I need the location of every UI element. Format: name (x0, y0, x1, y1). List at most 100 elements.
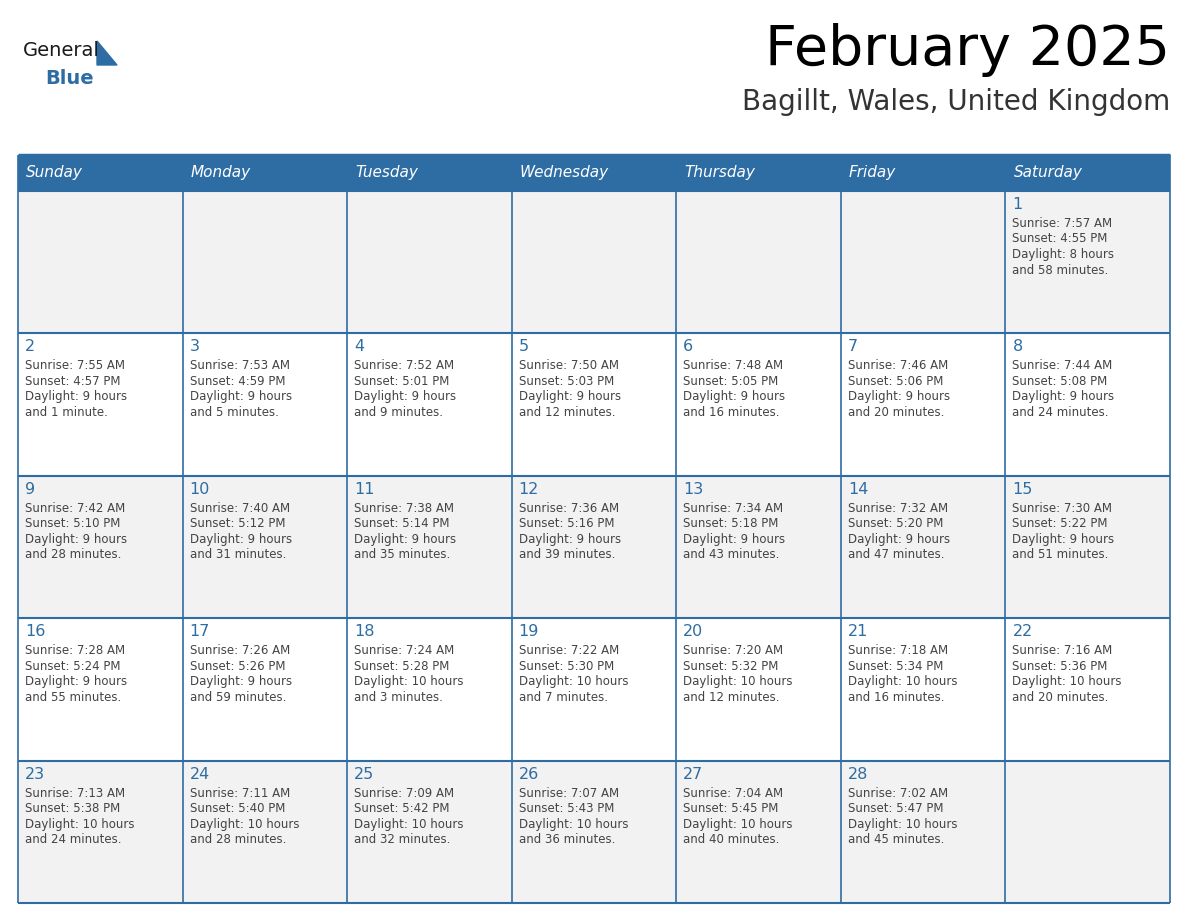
Text: and 9 minutes.: and 9 minutes. (354, 406, 443, 419)
Text: Sunrise: 7:36 AM: Sunrise: 7:36 AM (519, 502, 619, 515)
Text: 5: 5 (519, 340, 529, 354)
Bar (18, 191, 1170, 333)
Text: and 32 minutes.: and 32 minutes. (354, 834, 450, 846)
Text: Sunrise: 7:44 AM: Sunrise: 7:44 AM (1012, 360, 1113, 373)
Bar (18, 155, 1170, 191)
Polygon shape (97, 41, 116, 65)
Text: Saturday: Saturday (1013, 165, 1082, 181)
Text: Sunrise: 7:24 AM: Sunrise: 7:24 AM (354, 644, 454, 657)
Text: 26: 26 (519, 767, 539, 781)
Text: 6: 6 (683, 340, 694, 354)
Text: Sunrise: 7:09 AM: Sunrise: 7:09 AM (354, 787, 454, 800)
Text: and 3 minutes.: and 3 minutes. (354, 690, 443, 704)
Text: 28: 28 (848, 767, 868, 781)
Text: 19: 19 (519, 624, 539, 639)
Text: Sunrise: 7:57 AM: Sunrise: 7:57 AM (1012, 217, 1112, 230)
Text: 18: 18 (354, 624, 374, 639)
Text: Daylight: 9 hours: Daylight: 9 hours (25, 390, 127, 403)
Text: Daylight: 9 hours: Daylight: 9 hours (519, 532, 621, 546)
Text: Sunset: 5:42 PM: Sunset: 5:42 PM (354, 802, 449, 815)
Text: Sunrise: 7:53 AM: Sunrise: 7:53 AM (190, 360, 290, 373)
Text: Sunset: 5:06 PM: Sunset: 5:06 PM (848, 375, 943, 388)
Text: Daylight: 9 hours: Daylight: 9 hours (848, 532, 950, 546)
Text: Sunset: 5:20 PM: Sunset: 5:20 PM (848, 518, 943, 531)
Text: Wednesday: Wednesday (519, 165, 608, 181)
Text: Sunset: 5:18 PM: Sunset: 5:18 PM (683, 518, 778, 531)
Text: and 36 minutes.: and 36 minutes. (519, 834, 615, 846)
Text: Sunset: 5:43 PM: Sunset: 5:43 PM (519, 802, 614, 815)
Text: Sunrise: 7:16 AM: Sunrise: 7:16 AM (1012, 644, 1113, 657)
Text: Daylight: 9 hours: Daylight: 9 hours (1012, 532, 1114, 546)
Text: and 16 minutes.: and 16 minutes. (683, 406, 779, 419)
Text: and 24 minutes.: and 24 minutes. (25, 834, 121, 846)
Text: Sunset: 5:38 PM: Sunset: 5:38 PM (25, 802, 120, 815)
Text: Daylight: 9 hours: Daylight: 9 hours (1012, 390, 1114, 403)
Text: Sunset: 5:08 PM: Sunset: 5:08 PM (1012, 375, 1107, 388)
Text: 1: 1 (1012, 197, 1023, 212)
Text: Sunset: 4:59 PM: Sunset: 4:59 PM (190, 375, 285, 388)
Text: 9: 9 (25, 482, 36, 497)
Text: Daylight: 9 hours: Daylight: 9 hours (190, 532, 292, 546)
Text: 12: 12 (519, 482, 539, 497)
Text: 16: 16 (25, 624, 45, 639)
Text: Sunset: 5:32 PM: Sunset: 5:32 PM (683, 660, 778, 673)
Text: 27: 27 (683, 767, 703, 781)
Text: Sunrise: 7:11 AM: Sunrise: 7:11 AM (190, 787, 290, 800)
Text: and 12 minutes.: and 12 minutes. (519, 406, 615, 419)
Text: Daylight: 8 hours: Daylight: 8 hours (1012, 248, 1114, 261)
Text: Daylight: 10 hours: Daylight: 10 hours (519, 818, 628, 831)
Text: and 28 minutes.: and 28 minutes. (190, 834, 286, 846)
Text: and 59 minutes.: and 59 minutes. (190, 690, 286, 704)
Text: Sunrise: 7:52 AM: Sunrise: 7:52 AM (354, 360, 454, 373)
Text: Sunset: 5:30 PM: Sunset: 5:30 PM (519, 660, 614, 673)
Text: Daylight: 10 hours: Daylight: 10 hours (25, 818, 134, 831)
Text: and 58 minutes.: and 58 minutes. (1012, 263, 1108, 276)
Text: Daylight: 10 hours: Daylight: 10 hours (683, 676, 792, 688)
Bar (18, 333, 1170, 476)
Text: Sunrise: 7:28 AM: Sunrise: 7:28 AM (25, 644, 125, 657)
Text: Sunset: 5:12 PM: Sunset: 5:12 PM (190, 518, 285, 531)
Text: Sunset: 4:57 PM: Sunset: 4:57 PM (25, 375, 120, 388)
Text: and 1 minute.: and 1 minute. (25, 406, 108, 419)
Text: 2: 2 (25, 340, 36, 354)
Text: Daylight: 9 hours: Daylight: 9 hours (683, 390, 785, 403)
Text: Daylight: 9 hours: Daylight: 9 hours (25, 532, 127, 546)
Text: 13: 13 (683, 482, 703, 497)
Text: and 20 minutes.: and 20 minutes. (848, 406, 944, 419)
Text: Daylight: 10 hours: Daylight: 10 hours (190, 818, 299, 831)
Text: Blue: Blue (45, 69, 94, 88)
Text: and 7 minutes.: and 7 minutes. (519, 690, 608, 704)
Text: Sunset: 5:24 PM: Sunset: 5:24 PM (25, 660, 120, 673)
Text: and 43 minutes.: and 43 minutes. (683, 548, 779, 561)
Text: Daylight: 10 hours: Daylight: 10 hours (848, 676, 958, 688)
Text: Sunrise: 7:32 AM: Sunrise: 7:32 AM (848, 502, 948, 515)
Text: Sunset: 5:40 PM: Sunset: 5:40 PM (190, 802, 285, 815)
Text: Daylight: 10 hours: Daylight: 10 hours (848, 818, 958, 831)
Bar (18, 476, 1170, 618)
Text: Sunset: 5:10 PM: Sunset: 5:10 PM (25, 518, 120, 531)
Text: and 20 minutes.: and 20 minutes. (1012, 690, 1108, 704)
Text: Thursday: Thursday (684, 165, 756, 181)
Text: Sunrise: 7:40 AM: Sunrise: 7:40 AM (190, 502, 290, 515)
Text: Sunset: 5:36 PM: Sunset: 5:36 PM (1012, 660, 1107, 673)
Text: Daylight: 9 hours: Daylight: 9 hours (190, 676, 292, 688)
Text: Daylight: 9 hours: Daylight: 9 hours (848, 390, 950, 403)
Text: and 31 minutes.: and 31 minutes. (190, 548, 286, 561)
Text: Daylight: 10 hours: Daylight: 10 hours (1012, 676, 1121, 688)
Bar (18, 761, 1170, 903)
Text: 10: 10 (190, 482, 210, 497)
Text: Daylight: 9 hours: Daylight: 9 hours (683, 532, 785, 546)
Text: Sunrise: 7:55 AM: Sunrise: 7:55 AM (25, 360, 125, 373)
Text: Sunrise: 7:42 AM: Sunrise: 7:42 AM (25, 502, 125, 515)
Text: and 12 minutes.: and 12 minutes. (683, 690, 779, 704)
Text: 3: 3 (190, 340, 200, 354)
Text: Daylight: 10 hours: Daylight: 10 hours (683, 818, 792, 831)
Text: Sunrise: 7:22 AM: Sunrise: 7:22 AM (519, 644, 619, 657)
Text: 17: 17 (190, 624, 210, 639)
Text: Sunset: 5:14 PM: Sunset: 5:14 PM (354, 518, 449, 531)
Text: February 2025: February 2025 (765, 23, 1170, 77)
Text: Tuesday: Tuesday (355, 165, 418, 181)
Text: Sunset: 5:05 PM: Sunset: 5:05 PM (683, 375, 778, 388)
Text: 25: 25 (354, 767, 374, 781)
Text: and 16 minutes.: and 16 minutes. (848, 690, 944, 704)
